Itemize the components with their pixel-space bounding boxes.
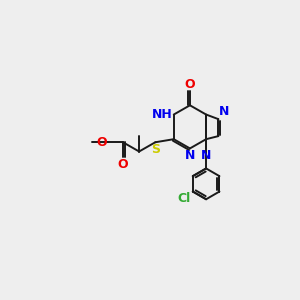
Text: O: O <box>184 78 195 91</box>
Text: S: S <box>151 143 160 156</box>
Text: N: N <box>201 149 211 162</box>
Text: Cl: Cl <box>177 192 190 205</box>
Text: N: N <box>185 149 195 162</box>
Text: O: O <box>118 158 128 171</box>
Text: O: O <box>96 136 107 149</box>
Text: NH: NH <box>152 108 173 121</box>
Text: N: N <box>219 105 230 119</box>
